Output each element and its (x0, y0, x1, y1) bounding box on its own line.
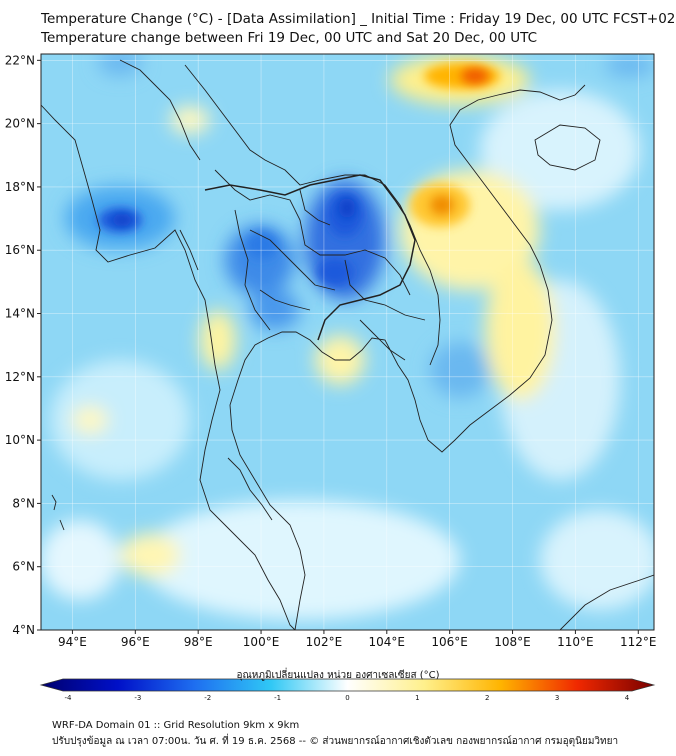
map-subtitle: Temperature change between Fri 19 Dec, 0… (41, 30, 538, 46)
lat-tick-label: 10°N (5, 433, 35, 447)
colorbar: -4 -3 -2 -1 0 1 2 3 4 (39, 678, 656, 702)
lat-tick-label: 18°N (5, 180, 35, 194)
colorbar-ticks: -4 -3 -2 -1 0 1 2 3 4 (65, 694, 630, 702)
model-info: WRF-DA Domain 01 :: Grid Resolution 9km … (52, 720, 300, 731)
temperature-field (41, 54, 654, 630)
colorbar-tick-label: 0 (345, 694, 349, 702)
lat-tick-label: 20°N (5, 117, 35, 131)
coastlines-and-borders (41, 59, 654, 630)
longitude-axis: 94°E 96°E 98°E 100°E 102°E 104°E 106°E 108°E 110… (58, 630, 657, 649)
lat-tick-label: 4°N (12, 623, 35, 637)
colorbar-label: อุณหภูมิเปลี่ยนแปลง หน่วย องศาเซลเซียส (… (236, 670, 440, 681)
latitude-axis: 22°N 20°N 18°N 16°N 14°N 12°N 10°N 8°N 6°N 4°N (5, 53, 41, 637)
lat-tick-label: 6°N (12, 560, 35, 574)
lon-tick-label: 106°E (431, 635, 468, 649)
lat-tick-label: 12°N (5, 370, 35, 384)
colorbar-tick-label: 1 (415, 694, 419, 702)
lon-tick-label: 110°E (557, 635, 594, 649)
lat-tick-label: 16°N (5, 243, 35, 257)
lon-tick-label: 98°E (184, 635, 213, 649)
update-info: ปรับปรุงข้อมูล ณ เวลา 07:00น. วัน ศ. ที่… (52, 736, 619, 747)
lon-tick-label: 104°E (369, 635, 406, 649)
colorbar-tick-label: -2 (204, 694, 211, 702)
lon-tick-label: 96°E (121, 635, 150, 649)
lon-tick-label: 102°E (306, 635, 343, 649)
colorbar-bar (39, 678, 656, 692)
graticule (41, 54, 654, 630)
thailand-border (204, 174, 416, 341)
map-frame (40, 53, 655, 631)
map-title: Temperature Change (°C) - [Data Assimila… (41, 11, 676, 27)
colorbar-tick-label: -1 (274, 694, 281, 702)
lon-tick-label: 100°E (243, 635, 280, 649)
colorbar-tick-label: -4 (65, 694, 73, 702)
lon-tick-label: 108°E (494, 635, 531, 649)
colorbar-tick-label: 2 (485, 694, 489, 702)
lon-tick-label: 94°E (58, 635, 87, 649)
colorbar-tick-label: 4 (625, 694, 630, 702)
colorbar-tick-label: 3 (555, 694, 559, 702)
lat-tick-label: 22°N (5, 53, 35, 67)
lat-tick-label: 8°N (12, 496, 35, 510)
lat-tick-label: 14°N (5, 307, 35, 321)
lon-tick-label: 112°E (620, 635, 657, 649)
colorbar-tick-label: -3 (134, 694, 141, 702)
